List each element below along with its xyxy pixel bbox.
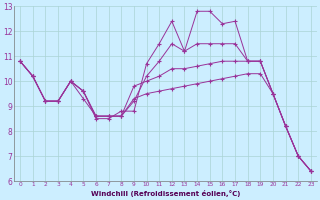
X-axis label: Windchill (Refroidissement éolien,°C): Windchill (Refroidissement éolien,°C)	[91, 190, 240, 197]
